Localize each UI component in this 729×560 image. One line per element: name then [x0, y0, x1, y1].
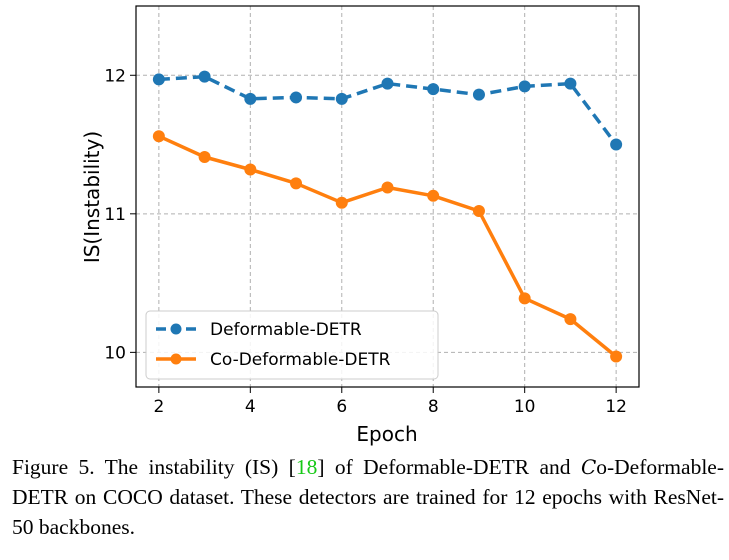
caption-co-symbol: C: [580, 455, 597, 479]
data-point-deformable-detr: [290, 91, 303, 104]
legend-marker-co-deformable-detr: [170, 353, 182, 365]
caption-prefix: Figure 5. The instability (IS) [: [12, 455, 296, 479]
data-point-co-deformable-detr: [244, 163, 257, 176]
data-point-co-deformable-detr: [335, 196, 348, 209]
legend-label-co-deformable-detr: Co-Deformable-DETR: [210, 350, 391, 370]
x-tick-label: 4: [245, 397, 256, 417]
x-tick-label: 6: [336, 397, 347, 417]
data-point-co-deformable-detr: [610, 350, 623, 363]
caption-reference-link[interactable]: 18: [295, 455, 318, 479]
data-point-co-deformable-detr: [152, 130, 165, 143]
legend-marker-deformable-detr: [170, 323, 182, 335]
data-point-co-deformable-detr: [472, 205, 485, 218]
y-tick-label: 11: [104, 205, 126, 225]
data-point-deformable-detr: [472, 88, 485, 101]
series-group: [152, 70, 623, 363]
x-tick-label: 12: [605, 397, 627, 417]
legend: Deformable-DETR Co-Deformable-DETR: [145, 310, 439, 380]
legend-box: [145, 310, 439, 380]
legend-label-deformable-detr: Deformable-DETR: [210, 320, 362, 340]
data-point-co-deformable-detr: [381, 181, 394, 194]
figure-caption: Figure 5. The instability (IS) [18] of D…: [12, 452, 724, 542]
data-point-deformable-detr: [427, 83, 440, 96]
data-point-co-deformable-detr: [564, 313, 577, 326]
data-point-deformable-detr: [198, 70, 211, 83]
y-tick-label: 12: [104, 66, 126, 86]
data-point-deformable-detr: [335, 92, 348, 105]
data-point-co-deformable-detr: [198, 151, 211, 164]
data-point-deformable-detr: [381, 77, 394, 90]
data-point-co-deformable-detr: [290, 177, 303, 190]
chart: 2 4 6 8 10 12 10 11 12 Deformable-DETR Co-Deform…: [80, 5, 640, 446]
x-tick-label: 2: [153, 397, 164, 417]
axis-ticks: 2 4 6 8 10 12 10 11 12: [104, 66, 627, 417]
x-axis-label: Epoch: [356, 422, 417, 446]
data-point-co-deformable-detr: [518, 292, 531, 305]
data-point-deformable-detr: [610, 138, 623, 151]
y-axis-label: IS(Instability): [80, 131, 104, 263]
plot-frame: [135, 5, 640, 388]
x-tick-label: 8: [428, 397, 439, 417]
caption-suffix: o-Deformable-DETR on COCO dataset. These…: [12, 455, 724, 539]
caption-mid: ] of Deformable-DETR and: [317, 455, 581, 479]
data-point-deformable-detr: [564, 77, 577, 90]
data-point-co-deformable-detr: [427, 189, 440, 202]
data-point-deformable-detr: [152, 73, 165, 86]
y-tick-label: 10: [104, 343, 126, 363]
data-point-deformable-detr: [244, 92, 257, 105]
x-tick-label: 10: [514, 397, 536, 417]
data-point-deformable-detr: [518, 80, 531, 93]
